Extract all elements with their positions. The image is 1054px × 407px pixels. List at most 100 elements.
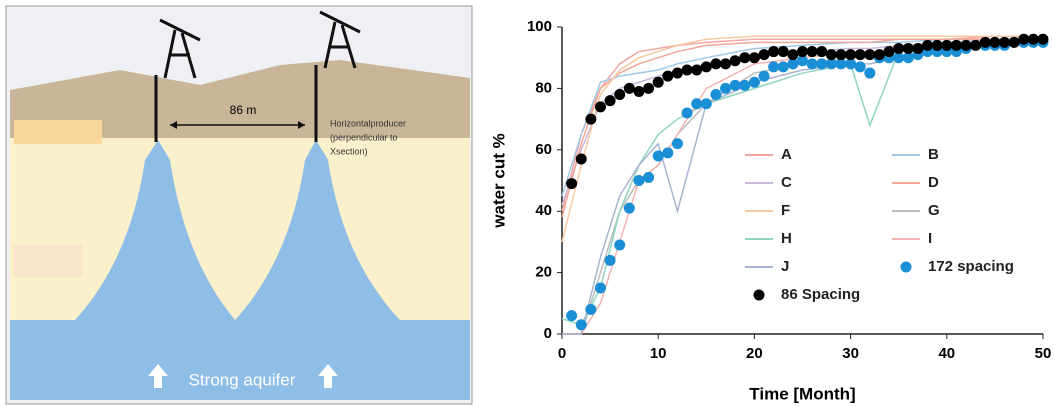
legend-label: C [781, 174, 792, 191]
marker [614, 89, 626, 101]
marker [662, 70, 674, 82]
legend-label: D [928, 174, 939, 191]
marker [710, 89, 722, 101]
legend-marker [753, 289, 765, 301]
chart: 0 20 40 60 80 100 0 10 20 30 40 50 Time [Month] water… [489, 18, 1051, 404]
y-tick-label: 40 [535, 202, 552, 219]
marker [662, 147, 674, 159]
series-line [561, 41, 1044, 326]
marker [720, 58, 732, 70]
y-axis-label: water cut % [489, 133, 508, 228]
water-cone [10, 140, 470, 400]
legend-label: B [928, 146, 939, 163]
marker [768, 61, 780, 73]
y-tick-label: 80 [535, 79, 552, 96]
legend-label: A [781, 146, 792, 163]
marker [671, 138, 683, 150]
marker [873, 49, 885, 61]
marker [989, 36, 1001, 48]
marker [922, 39, 934, 51]
producer-note: Horizontalproducer [330, 118, 406, 128]
marker [643, 82, 655, 94]
marker [854, 61, 866, 73]
marker [768, 46, 780, 58]
marker [700, 98, 712, 110]
marker [739, 79, 751, 91]
marker [585, 303, 597, 315]
x-tick-label: 30 [842, 345, 859, 362]
series-line [561, 38, 1043, 218]
marker [816, 58, 828, 70]
marker [912, 42, 924, 54]
marker [999, 36, 1011, 48]
x-tick-label: 20 [746, 345, 763, 362]
y-tick-label: 0 [544, 325, 552, 342]
marker [864, 49, 876, 61]
marker [864, 67, 876, 79]
marker [825, 58, 837, 70]
x-tick-label: 10 [650, 345, 667, 362]
marker [604, 95, 616, 107]
marker [979, 36, 991, 48]
x-axis-label: Time [Month] [749, 384, 855, 403]
marker [902, 52, 914, 64]
y-tick-label: 60 [535, 141, 552, 158]
x-tick-label: 50 [1035, 345, 1052, 362]
marker [950, 39, 962, 51]
marker [941, 39, 953, 51]
marker [681, 64, 693, 76]
marker [623, 82, 635, 94]
marker [691, 98, 703, 110]
layer-patch [14, 120, 102, 144]
layer-patch [14, 245, 82, 277]
marker [691, 64, 703, 76]
legend-label: F [781, 202, 790, 219]
aquifer-label: Strong aquifer [189, 370, 296, 389]
marker [1037, 33, 1049, 45]
producer-note: (perpendicular to [330, 132, 398, 142]
marker [835, 58, 847, 70]
marker [643, 171, 655, 183]
marker [835, 49, 847, 61]
marker [748, 76, 760, 88]
marker [681, 107, 693, 119]
overburden [10, 60, 470, 140]
marker [652, 76, 664, 88]
marker [787, 58, 799, 70]
marker [960, 39, 972, 51]
marker [585, 113, 597, 125]
marker [902, 42, 914, 54]
marker [787, 49, 799, 61]
marker [845, 49, 857, 61]
legend-label: H [781, 230, 792, 247]
marker [845, 58, 857, 70]
x-tick-label: 0 [558, 345, 566, 362]
marker [652, 150, 664, 162]
marker [633, 175, 645, 186]
y-tick-label: 20 [535, 264, 552, 281]
marker [720, 82, 732, 94]
legend-label: G [928, 202, 940, 219]
marker [893, 52, 905, 64]
reservoir-layer [10, 138, 470, 328]
marker [797, 55, 808, 67]
marker [970, 39, 982, 51]
marker [748, 52, 760, 64]
marker [575, 153, 587, 165]
marker [710, 58, 722, 70]
marker [614, 239, 626, 251]
legend-label: J [781, 258, 789, 275]
marker [777, 46, 789, 58]
marker [893, 42, 905, 54]
pump-jack [159, 18, 201, 79]
reservoir-diagram: 86 m Horizontalproducer (perpendicular t… [5, 5, 473, 405]
marker [825, 49, 837, 61]
marker [758, 70, 770, 82]
marker [1027, 33, 1039, 45]
marker [700, 61, 712, 73]
marker [729, 55, 741, 67]
legend-label: 86 Spacing [781, 286, 860, 303]
marker [739, 52, 751, 64]
legend-label: I [928, 230, 932, 247]
